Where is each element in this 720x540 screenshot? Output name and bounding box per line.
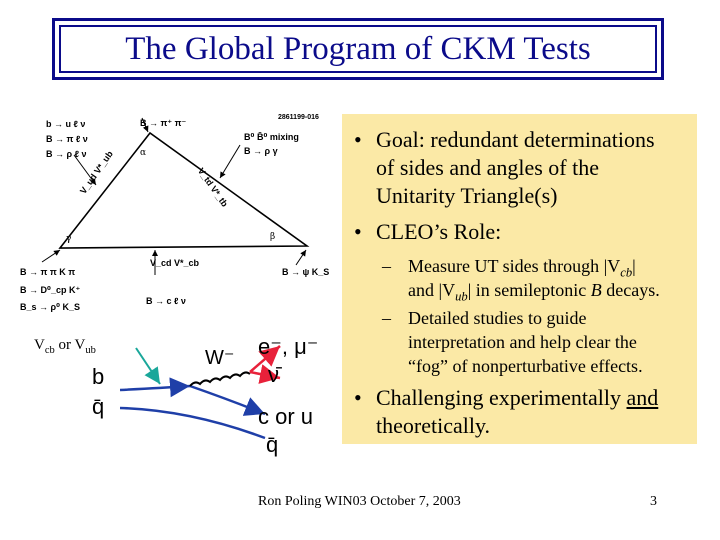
dash-1: – bbox=[382, 256, 391, 276]
bullet-dot-goal: • bbox=[354, 127, 362, 152]
label-b-to-rholnu: B → ρ ℓ ν bbox=[46, 149, 87, 159]
label-b-to-psiks: B → ψ K_S bbox=[282, 267, 330, 277]
title-box: The Global Program of CKM Tests bbox=[52, 18, 664, 80]
page-title: The Global Program of CKM Tests bbox=[125, 30, 591, 67]
sub2-line-1: Detailed studies to guide bbox=[408, 308, 587, 328]
bullets-panel bbox=[342, 114, 697, 444]
c-or-u-label: c or u bbox=[258, 404, 314, 429]
sub2-line-2: interpretation and help clear the bbox=[408, 332, 637, 352]
label-b-to-pilnu: B → π ℓ ν bbox=[46, 134, 88, 144]
label-b-to-pipi-kpi: B → π π K π bbox=[20, 267, 76, 277]
label-b-to-rhogamma: B → ρ γ bbox=[244, 146, 278, 156]
w-boson-label: W⁻ bbox=[205, 347, 235, 369]
label-b-to-dcp-k: B → D⁰_cp K⁺ bbox=[20, 285, 81, 295]
vertex-arrow bbox=[135, 347, 161, 385]
b-quark-label: b bbox=[92, 364, 105, 389]
label-b-to-ulnu: b → u ℓ ν bbox=[46, 119, 86, 129]
sub2-line-3: “fog” of nonperturbative effects. bbox=[408, 356, 643, 376]
angle-beta: β bbox=[270, 232, 276, 242]
feynman-diagram bbox=[120, 345, 281, 440]
label-b-to-pipi: B → π⁺ π⁻ bbox=[140, 118, 187, 128]
sub1-line-1: Measure UT sides through |Vcb| bbox=[408, 256, 636, 280]
lepton-label: e⁻, μ⁻ bbox=[258, 334, 319, 359]
angle-alpha: α bbox=[140, 148, 147, 158]
goal-line-3: Unitarity Triangle(s) bbox=[376, 183, 558, 208]
challenge-line-1: Challenging experimentally and bbox=[376, 385, 659, 410]
dash-2: – bbox=[382, 308, 391, 328]
side-vcd-vcb: V_cd V*_cb bbox=[150, 258, 200, 268]
label-bs-to-rho-ks: B_s → ρ⁰ K_S bbox=[20, 302, 81, 312]
figure-id: 2861199-016 bbox=[278, 114, 319, 121]
label-b-to-clnu: B → c ℓ ν bbox=[146, 296, 186, 306]
title-inner-border bbox=[59, 25, 657, 73]
unitarity-triangle-diagram bbox=[41, 117, 310, 275]
label-mixing: B⁰ B̄⁰ mixing bbox=[244, 132, 299, 142]
bullet-dot-challenge: • bbox=[354, 385, 362, 410]
footer-text: Ron Poling WIN03 October 7, 2003 bbox=[258, 494, 461, 509]
challenge-line-2: theoretically. bbox=[376, 413, 491, 438]
qbar2-label: q̄ bbox=[266, 432, 279, 457]
goal-line-2: of sides and angles of the bbox=[376, 155, 599, 180]
vcb-vub-label: Vcb or Vub bbox=[34, 337, 96, 356]
page-number: 3 bbox=[650, 494, 657, 509]
triangle-shape bbox=[58, 131, 310, 249]
bullet-dot-role: • bbox=[354, 219, 362, 244]
qbar-label: q̄ bbox=[92, 394, 105, 419]
goal-line-1: Goal: redundant determinations bbox=[376, 127, 655, 152]
sub1-line-2: and |Vub| in semileptonic B decays. bbox=[408, 280, 660, 304]
angle-gamma: γ bbox=[66, 234, 72, 244]
antineutrino-label: ν̄ bbox=[268, 362, 279, 387]
role-text: CLEO’s Role: bbox=[376, 219, 502, 244]
